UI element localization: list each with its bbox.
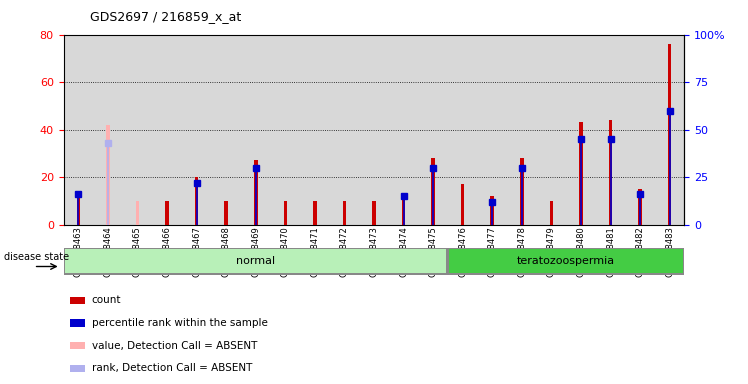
Bar [609,120,613,225]
Bar [212,35,241,225]
Bar [359,35,389,225]
Bar [373,201,375,225]
Text: teratozoospermia: teratozoospermia [517,256,615,266]
Bar [254,161,257,225]
Bar [123,35,153,225]
Bar [550,201,554,225]
Bar [313,201,316,225]
Bar [65,249,447,273]
Bar [448,35,477,225]
Bar [507,35,536,225]
Bar [76,194,80,225]
Bar [330,35,359,225]
Bar [520,158,524,225]
Bar [70,297,85,304]
Text: GDS2697 / 216859_x_at: GDS2697 / 216859_x_at [90,10,241,23]
Bar [579,122,583,225]
Bar [389,35,418,225]
Text: count: count [91,295,121,305]
Text: normal: normal [236,256,275,266]
Text: percentile rank within the sample: percentile rank within the sample [91,318,267,328]
Bar [654,35,684,225]
Bar [70,342,85,349]
Bar [300,35,330,225]
Bar [432,158,435,225]
Bar [70,319,85,326]
Bar [595,35,625,225]
Bar [283,201,287,225]
Bar [536,35,566,225]
Bar [450,249,683,273]
Bar [194,177,198,225]
Bar [625,35,654,225]
Bar [224,201,228,225]
Bar [668,44,672,225]
Bar [477,35,507,225]
Text: value, Detection Call = ABSENT: value, Detection Call = ABSENT [91,341,257,351]
Bar [135,201,139,225]
Bar [638,189,642,225]
Bar [402,194,405,225]
Text: disease state: disease state [4,252,69,262]
Text: rank, Detection Call = ABSENT: rank, Detection Call = ABSENT [91,363,252,373]
Bar [153,35,182,225]
Bar [165,201,169,225]
Bar [343,201,346,225]
Bar [182,35,212,225]
Bar [94,35,123,225]
Bar [70,365,85,372]
Bar [106,125,110,225]
Bar [461,184,465,225]
Bar [241,35,271,225]
Bar [271,35,300,225]
Bar [491,196,494,225]
Bar [64,35,94,225]
Bar [566,35,595,225]
Bar [418,35,448,225]
